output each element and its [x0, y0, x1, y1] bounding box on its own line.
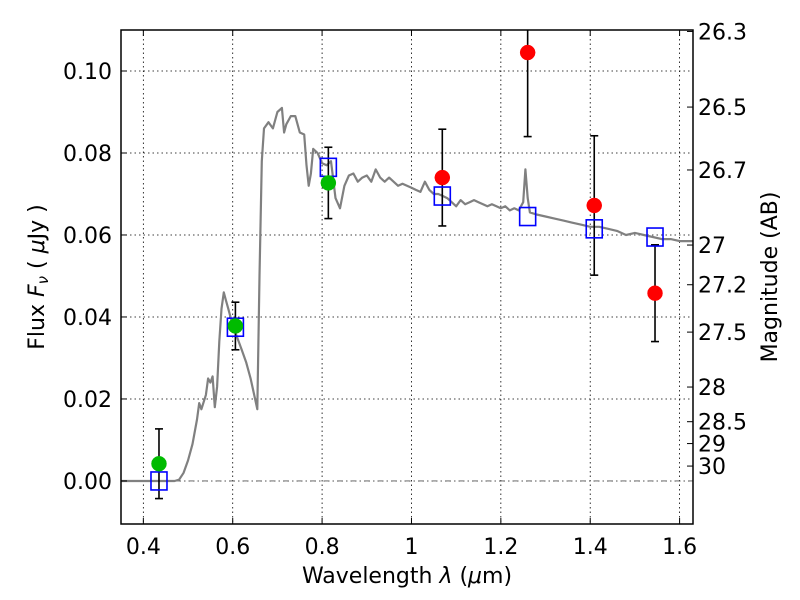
- detection-point: [151, 455, 167, 472]
- tick-marks: [121, 30, 693, 524]
- model-photometry-square: [433, 186, 452, 206]
- model-photometry-square: [226, 317, 245, 338]
- x-tick-label: 1: [404, 535, 418, 560]
- tick-labels: 0.4 0.6 0.8 1 1.2 1.4 1.6 0.00 0.02 0.04 0.06 0.08 0…: [63, 20, 747, 560]
- y-tick-label: 0.02: [63, 388, 112, 413]
- y2-tick-label: 26.3: [698, 20, 747, 45]
- x-tick-label: 1.2: [483, 535, 518, 560]
- detection-point: [320, 175, 337, 191]
- y2-tick-label: 30: [698, 455, 726, 480]
- plot-area: [121, 30, 693, 500]
- y2-tick-label: 26.5: [698, 96, 747, 121]
- y-tick-label: 0.00: [63, 470, 112, 495]
- x-tick-label: 1.4: [573, 535, 608, 560]
- model-photometry-square: [646, 227, 664, 247]
- ir-measurement-point: [519, 44, 536, 61]
- ir-measurement-point: [647, 285, 663, 301]
- y2-tick-label: 27: [698, 234, 726, 259]
- x-tick-label: 0.8: [305, 535, 340, 560]
- y-tick-label: 0.06: [63, 224, 112, 249]
- y-tick-label: 0.08: [63, 142, 112, 167]
- model-photometry-square: [585, 219, 604, 239]
- model-photometry-square: [518, 206, 537, 227]
- y-axis-title: Flux Fν ( μJy ): [25, 204, 52, 349]
- y2-tick-label: 28.5: [698, 411, 747, 436]
- y2-axis-title: Magnitude (AB): [758, 192, 783, 363]
- x-axis-title: Wavelength λ (μm): [302, 564, 512, 589]
- y2-tick-label: 26.7: [698, 159, 747, 184]
- ir-measurement-point: [434, 169, 451, 186]
- y2-tick-label: 28: [698, 376, 726, 401]
- x-tick-label: 1.6: [662, 535, 697, 560]
- plot-frame: [120, 29, 694, 525]
- y2-tick-label: 27.5: [698, 321, 747, 346]
- detection-point: [227, 318, 244, 334]
- model-photometry-square: [150, 471, 168, 491]
- model-spectrum-line: [121, 106, 693, 483]
- y2-tick-label: 29: [698, 433, 726, 458]
- y2-tick-label: 27.2: [698, 274, 747, 299]
- x-tick-label: 0.4: [126, 535, 161, 560]
- y-tick-label: 0.10: [63, 60, 112, 85]
- y-tick-label: 0.04: [63, 306, 112, 331]
- ir-measurement-point: [586, 197, 602, 214]
- x-tick-label: 0.6: [215, 535, 250, 560]
